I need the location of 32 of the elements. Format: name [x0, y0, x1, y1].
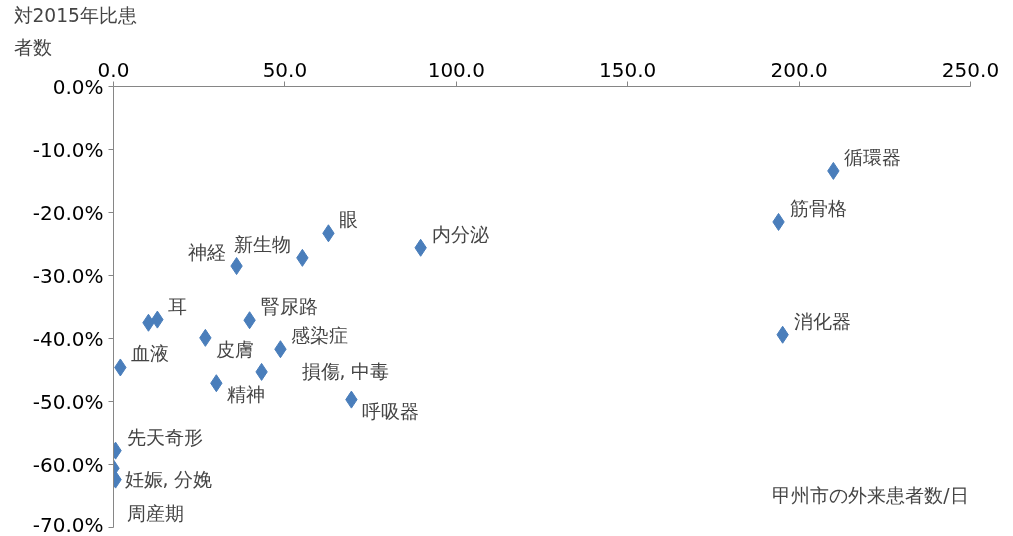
annotation: 神経	[187, 242, 226, 264]
annotation: 損傷, 中毒	[301, 360, 390, 382]
annotation: 周産期	[126, 502, 184, 524]
y-tick-label: -40.0%	[32, 326, 104, 351]
y-tick-label: -20.0%	[32, 200, 104, 225]
annotation: 眼	[339, 209, 359, 231]
annotation: 消化器	[793, 310, 851, 332]
annotation: 筋骨格	[789, 197, 847, 219]
y-axis-title: 対2015年比患者数	[13, 5, 137, 58]
x-tick-label: 50.0	[262, 57, 308, 82]
annotation: 皮膚	[216, 338, 255, 360]
y-tick-label: -50.0%	[32, 389, 104, 414]
x-tick-label: 200.0	[770, 57, 828, 82]
annotation: 妊娠, 分娩	[124, 469, 213, 491]
annotation: 腎尿路	[260, 296, 318, 318]
x-tick-label: 100.0	[427, 57, 485, 82]
annotation: 感染症	[291, 325, 349, 347]
y-tick-label: -30.0%	[32, 263, 104, 288]
x-axis-title: 甲州市の外来患者数/日	[772, 484, 969, 506]
annotation: 循環器	[844, 146, 902, 168]
y-tick-label: -10.0%	[32, 137, 104, 162]
y-tick-label: -60.0%	[32, 452, 104, 477]
x-tick-label: 250.0	[941, 57, 1000, 82]
annotation: 新生物	[234, 233, 292, 255]
annotation: 精神	[227, 384, 266, 406]
y-tick-label: -70.0%	[32, 512, 104, 536]
annotation: 耳	[168, 295, 188, 317]
annotation: 内分泌	[431, 223, 489, 245]
x-tick-label: 150.0	[599, 57, 657, 82]
annotation: 呼吸器	[362, 400, 420, 422]
annotation: 先天奇形	[126, 426, 203, 448]
annotation: 血液	[131, 343, 170, 365]
